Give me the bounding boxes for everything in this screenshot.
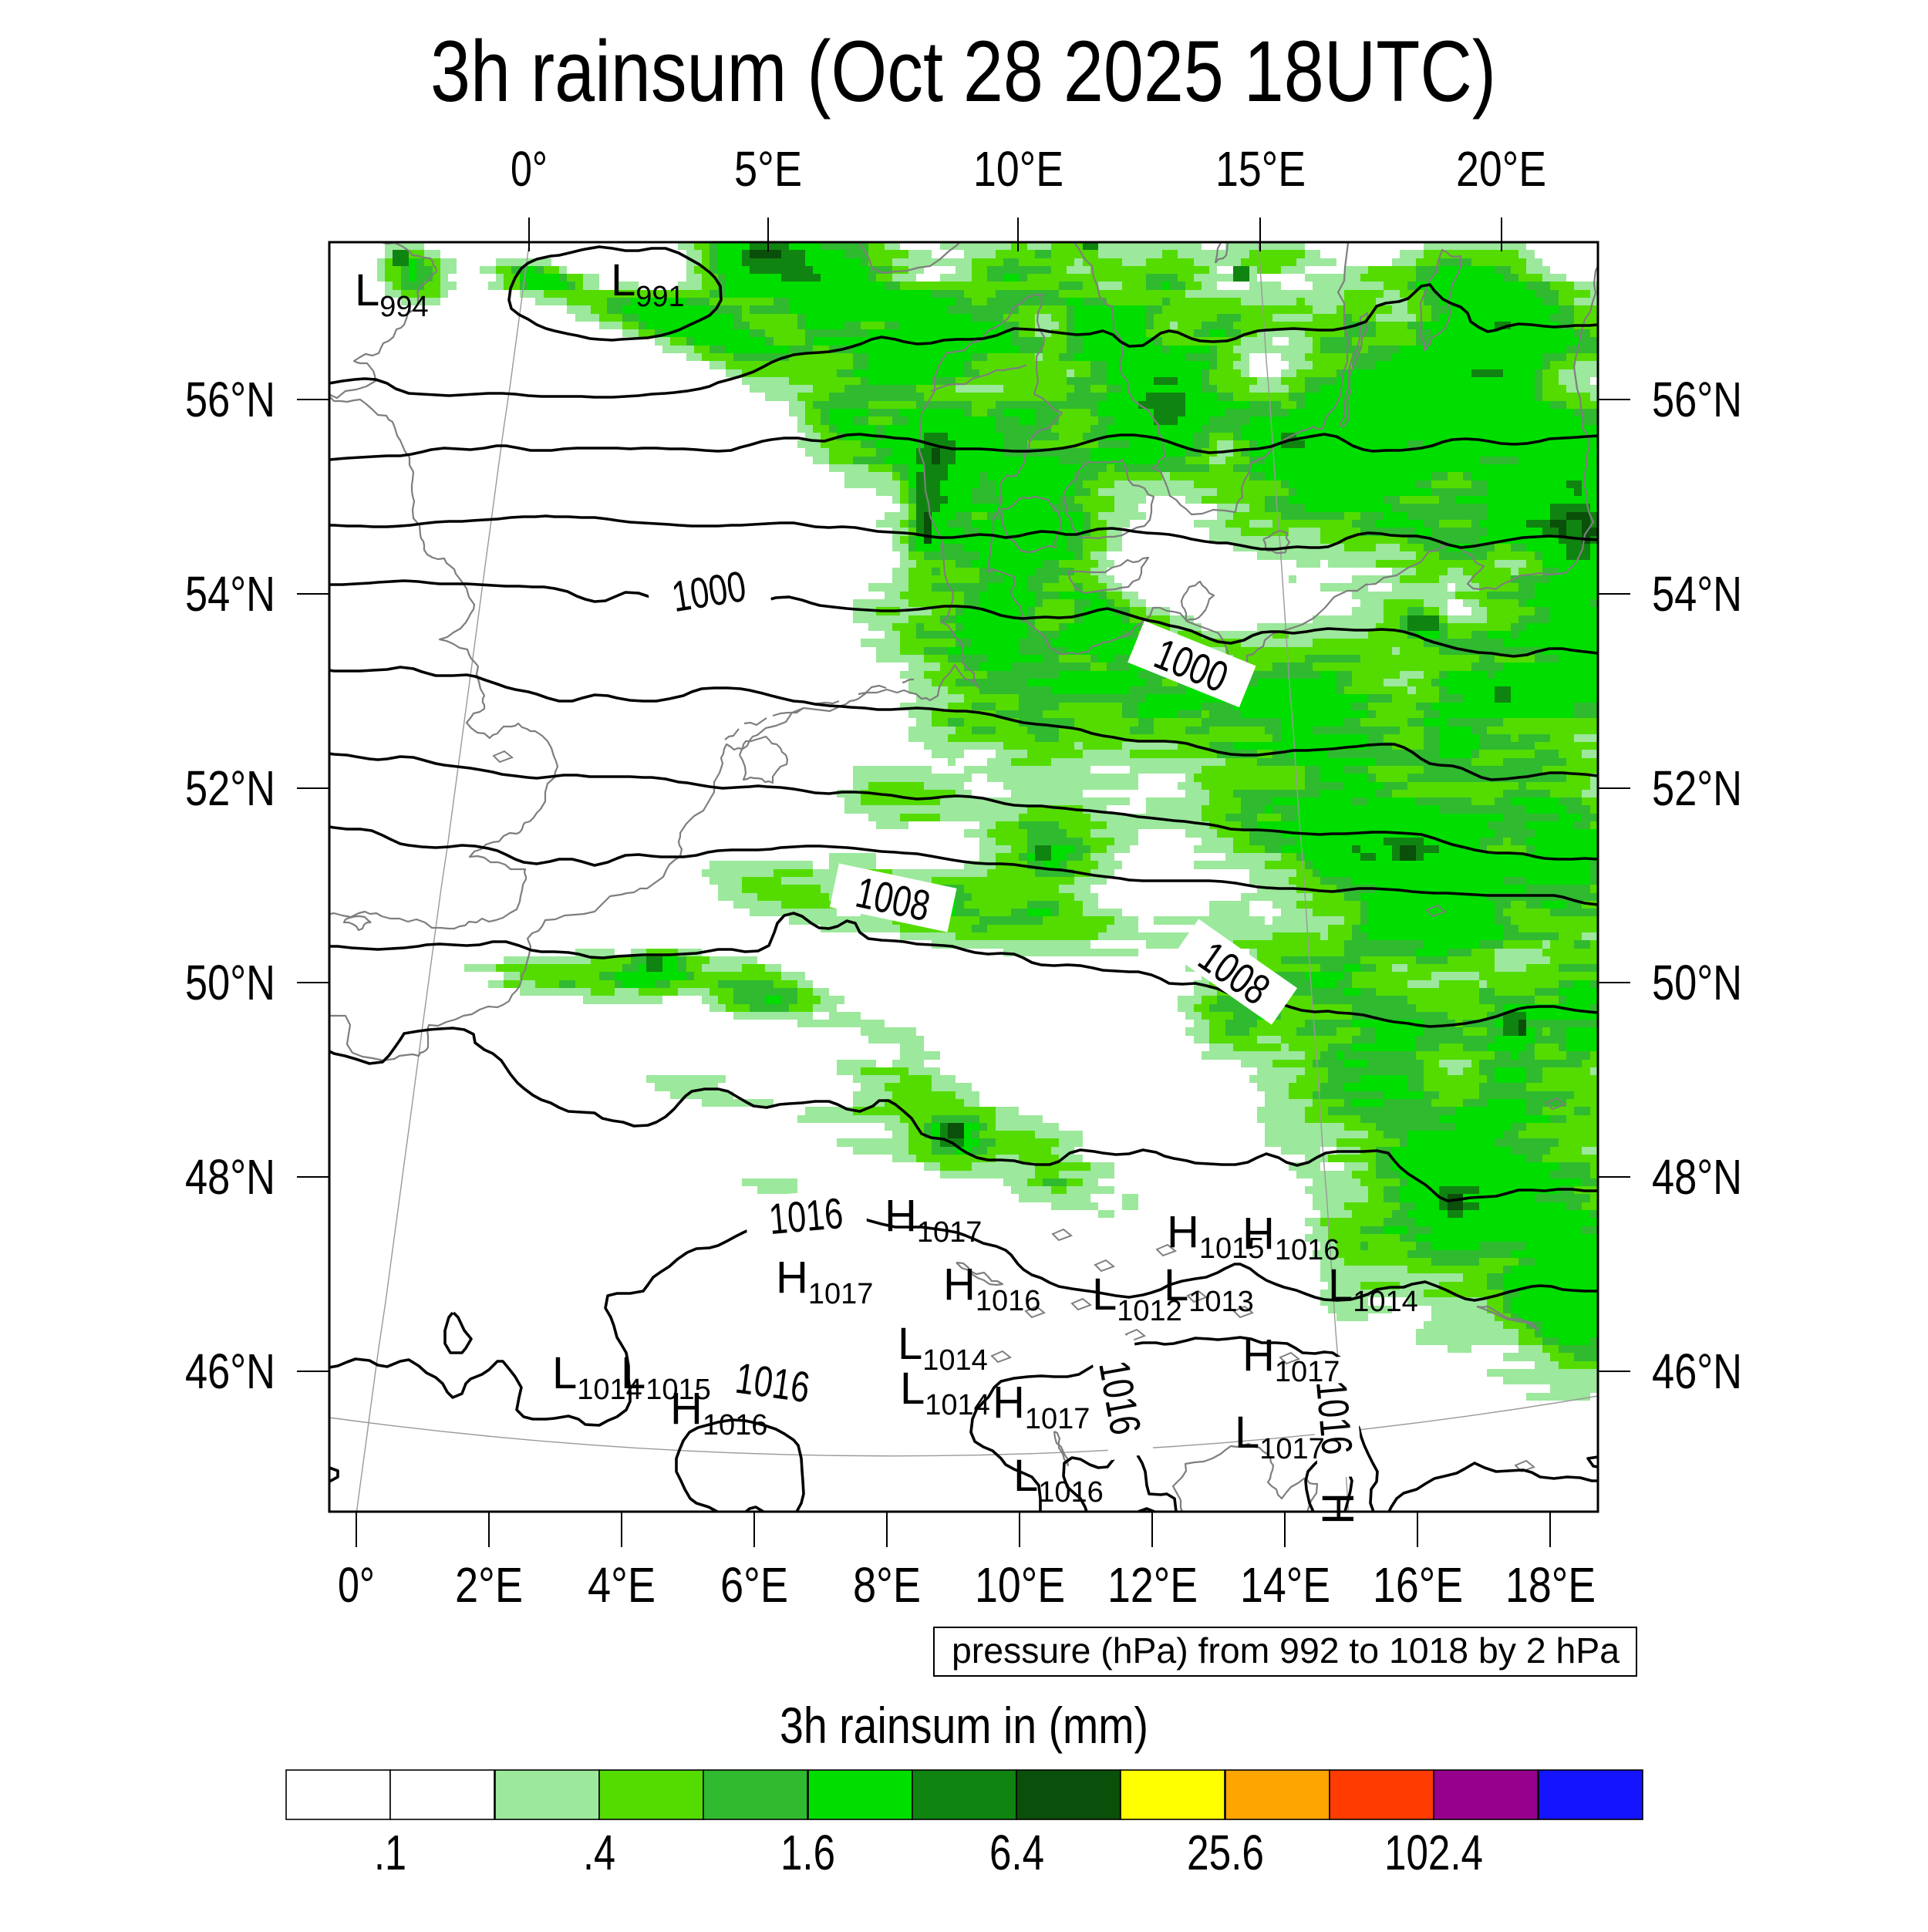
svg-text:0°: 0°	[511, 141, 548, 197]
svg-text:50°N: 50°N	[185, 955, 275, 1010]
svg-text:46°N: 46°N	[1652, 1344, 1742, 1399]
svg-text:2°E: 2°E	[455, 1557, 523, 1613]
svg-text:pressure (hPa) from 992 to 101: pressure (hPa) from 992 to 1018 by 2 hPa	[952, 1630, 1620, 1671]
svg-text:1000: 1000	[669, 561, 750, 621]
svg-text:52°N: 52°N	[185, 760, 275, 816]
svg-text:3h rainsum (Oct 28 2025 18UTC): 3h rainsum (Oct 28 2025 18UTC)	[430, 23, 1496, 120]
svg-text:1016: 1016	[1307, 1378, 1362, 1456]
svg-text:25.6: 25.6	[1187, 1825, 1264, 1880]
svg-text:14°E: 14°E	[1240, 1557, 1330, 1613]
svg-text:1016: 1016	[767, 1189, 844, 1243]
svg-text:1016: 1016	[733, 1354, 813, 1412]
svg-text:20°E: 20°E	[1456, 141, 1546, 197]
svg-text:1.6: 1.6	[780, 1825, 835, 1880]
svg-text:5°E: 5°E	[734, 141, 802, 197]
svg-text:.4: .4	[583, 1825, 615, 1880]
svg-text:16°E: 16°E	[1373, 1557, 1463, 1613]
svg-text:3h rainsum in (mm): 3h rainsum in (mm)	[780, 1697, 1148, 1754]
svg-text:.1: .1	[374, 1825, 406, 1880]
svg-text:H: H	[1313, 1492, 1363, 1525]
svg-text:6.4: 6.4	[989, 1825, 1044, 1880]
svg-text:50°N: 50°N	[1652, 955, 1742, 1010]
svg-text:15°E: 15°E	[1215, 141, 1306, 197]
svg-text:46°N: 46°N	[185, 1344, 275, 1399]
svg-text:48°N: 48°N	[1652, 1149, 1742, 1205]
svg-text:54°N: 54°N	[1652, 566, 1742, 622]
svg-text:4°E: 4°E	[588, 1557, 656, 1613]
svg-text:6°E: 6°E	[720, 1557, 788, 1613]
svg-text:12°E: 12°E	[1107, 1557, 1198, 1613]
svg-text:56°N: 56°N	[1652, 372, 1742, 427]
svg-text:10°E: 10°E	[975, 1557, 1065, 1613]
svg-text:0°: 0°	[338, 1557, 375, 1613]
svg-text:48°N: 48°N	[185, 1149, 275, 1205]
svg-text:52°N: 52°N	[1652, 760, 1742, 816]
svg-text:54°N: 54°N	[185, 566, 275, 622]
svg-text:102.4: 102.4	[1384, 1825, 1483, 1880]
svg-text:18°E: 18°E	[1505, 1557, 1596, 1613]
svg-text:8°E: 8°E	[853, 1557, 921, 1613]
svg-text:H1016: H1016	[1242, 1209, 1340, 1266]
svg-text:56°N: 56°N	[185, 372, 275, 427]
svg-text:10°E: 10°E	[973, 141, 1063, 197]
